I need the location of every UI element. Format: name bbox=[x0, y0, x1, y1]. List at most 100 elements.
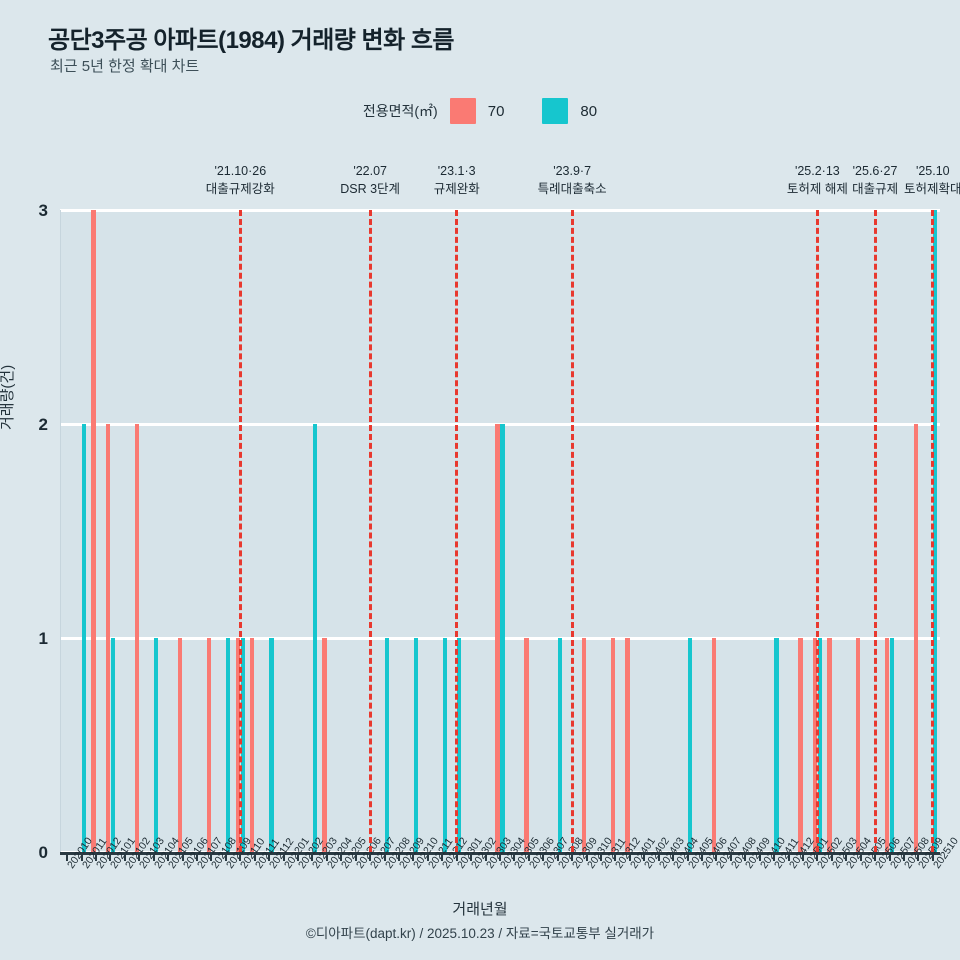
bar[interactable] bbox=[134, 424, 140, 852]
annotation-label: '21.10·26 대출규제강화 bbox=[160, 162, 320, 198]
gridline bbox=[60, 636, 940, 640]
bar[interactable] bbox=[235, 638, 241, 852]
bar[interactable] bbox=[413, 638, 419, 852]
chart-legend: 전용면적(㎡) 70 80 bbox=[0, 98, 960, 124]
bar[interactable] bbox=[625, 638, 630, 852]
bar[interactable] bbox=[226, 638, 231, 852]
x-tick bbox=[210, 852, 213, 861]
x-tick bbox=[874, 852, 877, 861]
bar[interactable] bbox=[457, 638, 462, 852]
y-tick-label: 0 bbox=[38, 843, 48, 862]
bar[interactable] bbox=[269, 638, 274, 852]
footer-credit: ©디아파트(dapt.kr) / 2025.10.23 / 자료=국토교통부 실… bbox=[305, 926, 655, 941]
bar[interactable] bbox=[81, 424, 87, 852]
bar[interactable] bbox=[524, 638, 529, 852]
annotation-date: '23.1·3 bbox=[437, 164, 476, 178]
bar[interactable] bbox=[610, 638, 616, 852]
legend-label-80: 80 bbox=[580, 102, 598, 120]
annotation-text: 토허제 해제 bbox=[786, 182, 848, 197]
x-tick bbox=[527, 852, 530, 861]
bar[interactable] bbox=[827, 638, 832, 852]
bar[interactable] bbox=[250, 638, 255, 852]
x-tick bbox=[426, 852, 429, 861]
x-tick bbox=[80, 852, 83, 861]
bar[interactable] bbox=[884, 638, 890, 852]
bar[interactable] bbox=[812, 638, 818, 852]
bar[interactable] bbox=[91, 210, 96, 852]
bar[interactable] bbox=[817, 638, 822, 852]
bar[interactable] bbox=[889, 638, 895, 852]
y-tick-label: 1 bbox=[38, 629, 48, 648]
bar[interactable] bbox=[154, 638, 159, 852]
x-tick bbox=[585, 852, 588, 861]
x-tick bbox=[542, 852, 545, 861]
x-tick bbox=[167, 852, 170, 861]
annotation-text: 토허제확대 bbox=[904, 182, 960, 197]
bar[interactable] bbox=[206, 638, 212, 852]
annotation-line bbox=[931, 210, 935, 852]
x-tick bbox=[398, 852, 401, 861]
x-tick bbox=[268, 852, 271, 861]
x-tick bbox=[816, 852, 819, 861]
x-tick bbox=[66, 852, 69, 861]
x-axis-label: 거래년월 bbox=[452, 901, 508, 918]
page-title: 공단3주공 아파트(1984) 거래량 변화 흐름 bbox=[48, 27, 455, 54]
annotation-text: DSR 3단계 bbox=[340, 182, 401, 197]
annotation-text: 대출규제강화 bbox=[205, 182, 275, 197]
x-tick bbox=[556, 852, 559, 861]
bar[interactable] bbox=[240, 638, 245, 852]
bar[interactable] bbox=[581, 638, 587, 852]
bar[interactable] bbox=[105, 424, 111, 852]
legend-title: 전용면적(㎡) bbox=[362, 103, 438, 119]
bar[interactable] bbox=[178, 638, 183, 852]
bar[interactable] bbox=[442, 638, 447, 852]
y-tick-label: 2 bbox=[38, 415, 48, 434]
annotation-line bbox=[815, 210, 819, 852]
x-tick bbox=[196, 852, 199, 861]
gridline bbox=[60, 422, 940, 426]
bar[interactable] bbox=[774, 638, 779, 852]
x-tick bbox=[455, 852, 458, 861]
bar[interactable] bbox=[322, 638, 327, 852]
bar[interactable] bbox=[687, 638, 693, 852]
plot-area bbox=[60, 208, 940, 854]
bar[interactable] bbox=[913, 424, 919, 852]
bar[interactable] bbox=[110, 638, 116, 852]
x-tick bbox=[253, 852, 256, 861]
x-tick bbox=[181, 852, 184, 861]
x-tick bbox=[95, 852, 98, 861]
x-tick bbox=[571, 852, 574, 861]
annotation-line bbox=[368, 210, 372, 852]
x-tick bbox=[715, 852, 718, 861]
annotation-label: '23.9·7 특례대출축소 bbox=[492, 162, 652, 198]
x-tick bbox=[830, 852, 833, 861]
annotation-text: 규제완화 bbox=[433, 182, 480, 197]
x-tick bbox=[758, 852, 761, 861]
annotation-label: '23.1·3 규제완화 bbox=[377, 162, 537, 198]
bar[interactable] bbox=[500, 424, 505, 852]
x-tick bbox=[744, 852, 747, 861]
legend-swatch-80 bbox=[542, 98, 569, 124]
x-tick bbox=[845, 852, 848, 861]
bar[interactable] bbox=[384, 638, 390, 852]
x-tick bbox=[499, 852, 501, 861]
x-tick bbox=[686, 852, 689, 861]
x-tick bbox=[282, 852, 285, 861]
x-tick bbox=[513, 852, 516, 861]
legend-swatch-70 bbox=[449, 98, 476, 124]
bar[interactable] bbox=[312, 424, 318, 852]
y-tick-label: 3 bbox=[38, 201, 48, 220]
bar[interactable] bbox=[798, 638, 803, 852]
bar[interactable] bbox=[856, 638, 861, 852]
bar[interactable] bbox=[558, 638, 563, 852]
x-tick bbox=[729, 852, 732, 861]
x-tick bbox=[657, 852, 660, 861]
bar[interactable] bbox=[933, 210, 938, 852]
bar[interactable] bbox=[495, 424, 500, 852]
bar[interactable] bbox=[711, 638, 717, 852]
x-tick bbox=[859, 852, 862, 861]
x-tick bbox=[470, 852, 473, 861]
x-tick bbox=[902, 852, 905, 861]
annotation-label: '22.07 DSR 3단계 bbox=[290, 162, 450, 198]
